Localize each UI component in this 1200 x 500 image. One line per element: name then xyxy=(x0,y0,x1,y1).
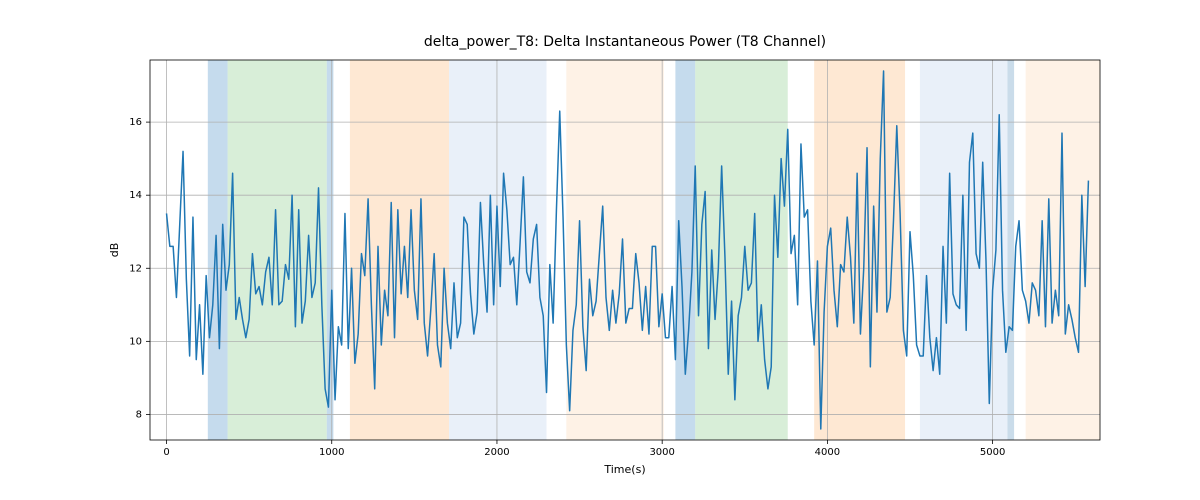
chart-figure: 0 1000 2000 3000 4000 5000 8 10 12 14 16 Time(s) dB d… xyxy=(0,0,1200,500)
x-tick-label: 4000 xyxy=(815,447,840,458)
chart-svg: 0 1000 2000 3000 4000 5000 8 10 12 14 16 Time(s) dB d… xyxy=(0,0,1200,500)
shaded-region xyxy=(1026,60,1100,440)
y-axis-label: dB xyxy=(108,243,121,258)
y-tick-label: 8 xyxy=(136,409,142,420)
y-tick-label: 16 xyxy=(129,117,142,128)
x-tick-label: 2000 xyxy=(484,447,509,458)
x-tick-label: 1000 xyxy=(319,447,344,458)
x-axis-label: Time(s) xyxy=(603,463,645,476)
y-tick-label: 10 xyxy=(129,336,142,347)
y-tick-label: 14 xyxy=(129,190,142,201)
chart-title: delta_power_T8: Delta Instantaneous Powe… xyxy=(424,34,826,50)
x-tick-label: 5000 xyxy=(980,447,1005,458)
x-tick-label: 3000 xyxy=(649,447,674,458)
shaded-region xyxy=(1007,60,1014,440)
x-tick-label: 0 xyxy=(163,447,169,458)
y-tick-label: 12 xyxy=(129,263,142,274)
shaded-region xyxy=(327,60,334,440)
